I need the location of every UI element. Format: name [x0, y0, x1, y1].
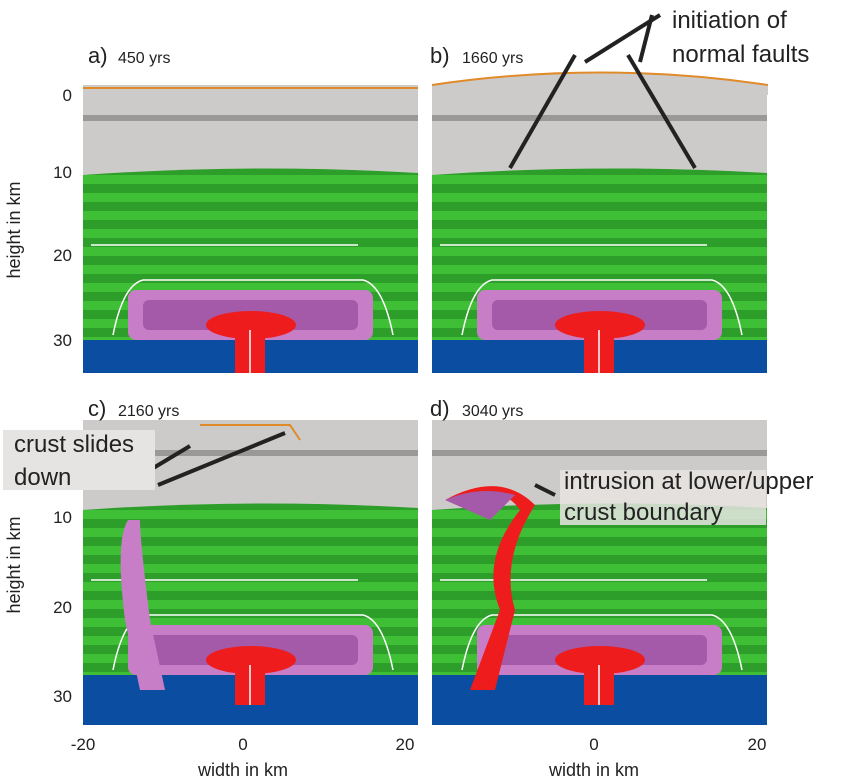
x-tick-label: 20	[396, 735, 415, 754]
y-tick-label: 10	[53, 163, 72, 182]
panel-label: d)	[430, 396, 450, 421]
panel-time: 2160 yrs	[118, 403, 179, 420]
panel-label: a)	[88, 43, 108, 68]
x-tick-label: 0	[238, 735, 247, 754]
y-tick-label: 10	[53, 508, 72, 527]
panel-time: 3040 yrs	[462, 403, 523, 420]
annotation: normal faults	[672, 41, 809, 68]
panel-d	[431, 419, 768, 725]
panel-c	[82, 419, 419, 725]
x-axis-label: width in km	[197, 760, 288, 780]
arrows	[148, 13, 697, 497]
x-tick-label: 0	[589, 735, 598, 754]
annotation: intrusion at lower/upper	[564, 468, 813, 495]
x-tick-label: 20	[748, 735, 767, 754]
panel-label: c)	[88, 396, 106, 421]
annotation: initiation of	[672, 7, 787, 34]
y-tick-label: 30	[53, 687, 72, 706]
y-tick-label: 20	[53, 598, 72, 617]
y-tick-label: 30	[53, 331, 72, 350]
annotation: down	[14, 464, 71, 491]
annotation: crust boundary	[564, 499, 723, 526]
panel-label: b)	[430, 43, 450, 68]
x-tick-label: -20	[71, 735, 96, 754]
panel-time: 450 yrs	[118, 50, 170, 67]
annotation: crust slides	[14, 431, 134, 458]
y-tick-label: 0	[63, 86, 72, 105]
y-axis-label: height in km	[4, 516, 24, 613]
x-axis-label: width in km	[548, 760, 639, 780]
y-axis-label: height in km	[4, 181, 24, 278]
annotation-bg	[560, 470, 766, 525]
y-tick-label: 20	[53, 246, 72, 265]
panel-b	[431, 71, 769, 374]
panel-time: 1660 yrs	[462, 50, 523, 67]
annotation-bg	[3, 430, 155, 490]
panel-a	[82, 84, 419, 374]
